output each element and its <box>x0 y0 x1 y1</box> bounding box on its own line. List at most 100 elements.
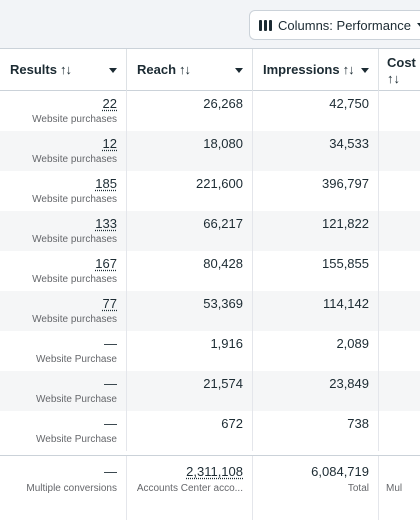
results-type: Website purchases <box>32 194 117 205</box>
reach-cell: 18,080 <box>127 131 253 171</box>
column-header-label: Results <box>10 62 57 77</box>
impressions-value: 121,822 <box>322 216 369 231</box>
table-row[interactable]: 77 Website purchases 53,369 114,142 <box>0 291 420 331</box>
results-cell: 185 Website purchases <box>0 171 127 211</box>
chevron-down-icon[interactable] <box>361 68 369 73</box>
results-type: Website Purchase <box>36 394 117 405</box>
reach-value: 21,574 <box>203 376 243 391</box>
table-row[interactable]: 133 Website purchases 66,217 121,822 <box>0 211 420 251</box>
results-value[interactable]: 77 <box>102 296 117 311</box>
table-row[interactable]: — Website Purchase 1,916 2,089 <box>0 331 420 371</box>
cost-cell <box>379 131 420 171</box>
table-row[interactable]: 22 Website purchases 26,268 42,750 <box>0 91 420 131</box>
results-cell: — Website Purchase <box>0 331 127 371</box>
results-type: Website purchases <box>32 114 117 125</box>
totals-impressions-cell: 6,084,719 Total <box>253 456 379 520</box>
reach-cell: 21,574 <box>127 371 253 411</box>
results-value[interactable]: 12 <box>102 136 117 151</box>
column-header-reach[interactable]: Reach ↑↓ <box>127 49 253 91</box>
chevron-down-icon[interactable] <box>235 68 243 73</box>
reach-value: 672 <box>221 416 243 431</box>
reach-value: 26,268 <box>203 96 243 111</box>
impressions-value: 2,089 <box>336 336 369 351</box>
reach-cell: 26,268 <box>127 91 253 131</box>
column-header-label: Reach <box>137 62 177 77</box>
results-cell: 12 Website purchases <box>0 131 127 171</box>
results-value[interactable]: 167 <box>95 256 117 271</box>
column-header-cost-per-result[interactable]: Cost p ↑↓ <box>379 49 420 91</box>
impressions-value: 23,849 <box>329 376 369 391</box>
column-header-label: Impressions <box>263 62 340 77</box>
results-cell: 22 Website purchases <box>0 91 127 131</box>
reach-cell: 80,428 <box>127 251 253 291</box>
impressions-cell: 738 <box>253 411 379 451</box>
reach-value: 80,428 <box>203 256 243 271</box>
impressions-cell: 155,855 <box>253 251 379 291</box>
totals-results-cell: — Multiple conversions <box>0 456 127 520</box>
impressions-value: 155,855 <box>322 256 369 271</box>
impressions-value: 738 <box>347 416 369 431</box>
results-type: Website purchases <box>32 274 117 285</box>
reach-cell: 53,369 <box>127 291 253 331</box>
totals-reach-value[interactable]: 2,311,108 <box>186 464 243 479</box>
reach-cell: 1,916 <box>127 331 253 371</box>
table-row[interactable]: — Website Purchase 21,574 23,849 <box>0 371 420 411</box>
results-value: — <box>104 416 117 431</box>
reach-value: 1,916 <box>210 336 243 351</box>
cost-cell <box>379 411 420 451</box>
reach-value: 18,080 <box>203 136 243 151</box>
impressions-cell: 2,089 <box>253 331 379 371</box>
results-type: Website purchases <box>32 234 117 245</box>
impressions-value: 42,750 <box>329 96 369 111</box>
results-value: — <box>104 336 117 351</box>
column-header-results[interactable]: Results ↑↓ <box>0 49 127 91</box>
results-value[interactable]: 22 <box>102 96 117 111</box>
impressions-value: 114,142 <box>322 296 369 311</box>
totals-row: — Multiple conversions 2,311,108 Account… <box>0 455 420 520</box>
reach-cell: 66,217 <box>127 211 253 251</box>
chevron-down-icon[interactable] <box>109 68 117 73</box>
table-row[interactable]: 185 Website purchases 221,600 396,797 <box>0 171 420 211</box>
chevron-down-icon <box>416 22 420 28</box>
reach-cell: 221,600 <box>127 171 253 211</box>
totals-impressions-value: 6,084,719 <box>311 464 369 479</box>
impressions-cell: 23,849 <box>253 371 379 411</box>
totals-results-value: — <box>104 464 117 479</box>
totals-impressions-note: Total <box>347 483 369 494</box>
impressions-value: 396,797 <box>322 176 369 191</box>
results-value[interactable]: 133 <box>95 216 117 231</box>
cost-cell <box>379 211 420 251</box>
results-type: Website purchases <box>32 314 117 325</box>
table-row[interactable]: 167 Website purchases 80,428 155,855 <box>0 251 420 291</box>
results-cell: 77 Website purchases <box>0 291 127 331</box>
sort-icon[interactable]: ↑↓ <box>342 62 355 77</box>
cost-cell <box>379 171 420 211</box>
results-value: — <box>104 376 117 391</box>
table-row[interactable]: 12 Website purchases 18,080 34,533 <box>0 131 420 171</box>
results-value[interactable]: 185 <box>95 176 117 191</box>
columns-preset-button[interactable]: Columns: Performance <box>249 10 420 40</box>
results-cell: — Website Purchase <box>0 371 127 411</box>
totals-results-type: Multiple conversions <box>26 483 117 494</box>
totals-cost-cell: 0 Mul <box>379 456 420 520</box>
impressions-value: 34,533 <box>329 136 369 151</box>
impressions-cell: 34,533 <box>253 131 379 171</box>
toolbar: Columns: Performance <box>0 0 420 48</box>
table-row[interactable]: — Website Purchase 672 738 <box>0 411 420 451</box>
impressions-cell: 42,750 <box>253 91 379 131</box>
reach-value: 66,217 <box>203 216 243 231</box>
cost-cell <box>379 251 420 291</box>
cost-cell <box>379 291 420 331</box>
results-cell: — Website Purchase <box>0 411 127 451</box>
column-header-label: Cost p <box>387 55 420 70</box>
sort-icon[interactable]: ↑↓ <box>387 71 400 86</box>
column-header-impressions[interactable]: Impressions ↑↓ <box>253 49 379 91</box>
sort-icon[interactable]: ↑↓ <box>179 62 191 77</box>
results-cell: 167 Website purchases <box>0 251 127 291</box>
results-table: Results↑↓ Reach↑↓ Impressions↑↓ Cost p ↑… <box>0 48 420 520</box>
reach-value: 221,600 <box>196 176 243 191</box>
sort-icon[interactable]: ↑↓ <box>59 62 72 77</box>
table-body: 22 Website purchases 26,268 42,750 12 We… <box>0 91 420 451</box>
columns-icon <box>259 19 272 31</box>
results-type: Website purchases <box>32 154 117 165</box>
